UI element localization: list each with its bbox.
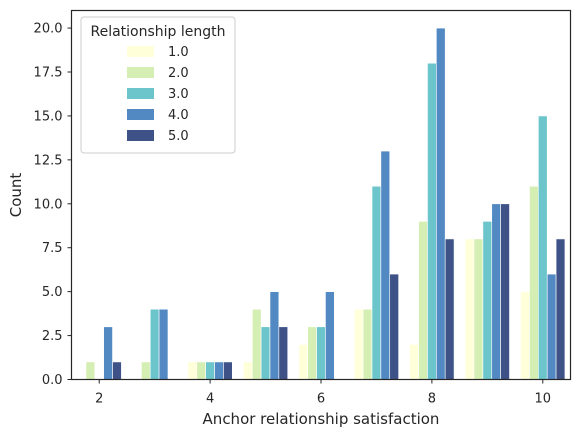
legend-items: 1.0 2.0 3.0 4.0 5.0 — [127, 45, 189, 144]
y-tick-label: 12.5 — [34, 153, 63, 168]
bar-5.0-2 — [112, 361, 122, 380]
bar-1.0-8 — [409, 344, 419, 380]
bar-4.0-9 — [491, 203, 501, 380]
bar-2.0-7 — [362, 308, 373, 380]
bar-5.0-8 — [444, 238, 455, 380]
bar-5.0-7 — [389, 273, 399, 380]
bar-3.0-3 — [149, 308, 160, 380]
legend-label-2.0: 2.0 — [168, 66, 189, 81]
bar-3.0-5 — [260, 326, 271, 380]
legend-swatch-4.0 — [127, 109, 154, 120]
bar-4.0-6 — [325, 291, 335, 380]
legend-swatch-1.0 — [127, 46, 154, 57]
y-tick-label: 20.0 — [34, 22, 63, 37]
bar-1.0-7 — [353, 308, 364, 380]
y-tick-label: 0.0 — [42, 373, 63, 388]
legend-swatch-5.0 — [127, 130, 154, 141]
bar-2.0-4 — [196, 361, 206, 380]
legend-label-3.0: 3.0 — [168, 87, 189, 102]
bar-5.0-5 — [278, 326, 289, 380]
legend-swatch-3.0 — [127, 88, 154, 99]
bar-1.0-9 — [464, 238, 475, 380]
bar-3.0-7 — [371, 185, 382, 380]
bar-1.0-4 — [187, 361, 198, 380]
bar-4.0-4 — [214, 361, 224, 380]
legend-label-1.0: 1.0 — [168, 45, 189, 60]
bar-1.0-5 — [243, 361, 253, 380]
bar-2.0-10 — [529, 185, 539, 380]
bar-4.0-3 — [158, 308, 169, 380]
bar-2.0-6 — [307, 326, 317, 380]
bar-5.0-4 — [223, 361, 233, 380]
y-axis-label: Count — [7, 173, 25, 218]
bar-5.0-9 — [500, 203, 510, 380]
legend-swatch-2.0 — [127, 67, 154, 78]
bar-4.0-8 — [436, 27, 446, 380]
bar-4.0-5 — [269, 291, 280, 380]
bar-3.0-8 — [427, 62, 437, 380]
bar-4.0-2 — [103, 326, 113, 380]
bar-2.0-8 — [418, 221, 428, 380]
x-tick-label: 8 — [428, 392, 436, 407]
x-tick-label: 4 — [206, 392, 214, 407]
x-axis-label: Anchor relationship satisfaction — [203, 410, 440, 428]
y-tick-label: 10.0 — [34, 197, 63, 212]
bar-3.0-9 — [482, 221, 493, 380]
bar-3.0-10 — [538, 115, 548, 380]
y-tick-label: 17.5 — [34, 66, 63, 81]
bar-2.0-2 — [85, 361, 96, 380]
y-tick-label: 2.5 — [42, 329, 63, 344]
bar-4.0-7 — [380, 150, 391, 380]
bar-3.0-6 — [316, 326, 326, 380]
legend-title: Relationship length — [90, 24, 225, 40]
bars-layer — [85, 27, 566, 380]
bar-4.0-10 — [546, 273, 557, 380]
x-tick-label: 6 — [317, 392, 325, 407]
x-tick-label: 10 — [535, 392, 552, 407]
bar-2.0-9 — [473, 238, 484, 380]
y-axis: 0.0 2.5 5.0 7.5 10.0 12.5 15.0 17.5 20.0 — [34, 22, 72, 388]
x-axis: 2 4 6 8 10 — [95, 379, 552, 407]
y-tick-label: 5.0 — [42, 285, 63, 300]
bar-2.0-3 — [141, 361, 151, 380]
y-tick-label: 15.0 — [34, 109, 63, 124]
bar-5.0-10 — [555, 238, 566, 380]
bar-1.0-10 — [520, 291, 530, 380]
bar-3.0-4 — [205, 361, 215, 380]
bar-2.0-5 — [251, 308, 262, 380]
legend-label-4.0: 4.0 — [168, 108, 189, 123]
y-tick-label: 7.5 — [42, 241, 63, 256]
x-tick-label: 2 — [95, 392, 103, 407]
legend: Relationship length 1.0 2.0 3.0 4.0 5.0 — [80, 16, 236, 154]
legend-label-5.0: 5.0 — [168, 129, 189, 144]
bar-1.0-6 — [298, 344, 308, 380]
legend-box — [80, 16, 236, 154]
